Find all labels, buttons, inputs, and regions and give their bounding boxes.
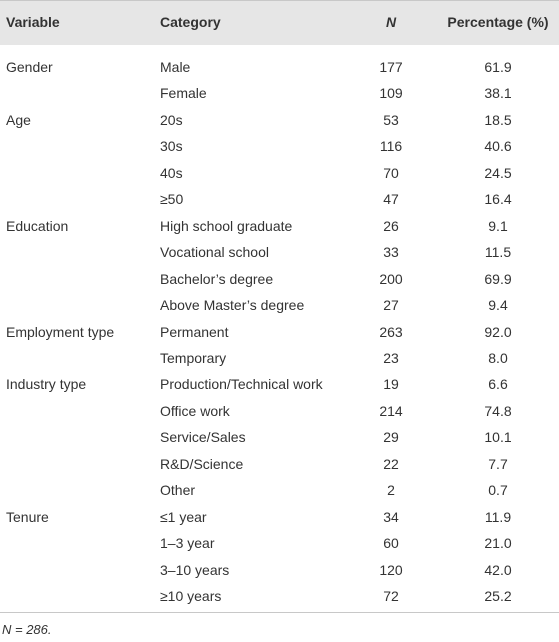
category-cell: R&D/Science — [160, 455, 244, 472]
n-cell: 23 — [383, 349, 399, 366]
n-cell: 200 — [379, 270, 403, 287]
percentage-cell: 24.5 — [484, 164, 512, 181]
category-cell: 3–10 years — [160, 561, 230, 578]
n-cell: 177 — [379, 59, 403, 75]
category-cell: Temporary — [160, 349, 227, 366]
category-cell: 20s — [160, 111, 183, 128]
category-cell: ≥50 — [160, 191, 184, 208]
category-cell: 40s — [160, 164, 183, 181]
n-cell: 19 — [383, 376, 399, 393]
n-cell: 120 — [379, 561, 403, 578]
percentage-cell: 18.5 — [484, 111, 512, 128]
n-cell: 53 — [383, 111, 399, 128]
variable-cell: Age — [6, 111, 31, 128]
variable-cell: Education — [6, 217, 69, 234]
percentage-cell: 21.0 — [484, 535, 512, 552]
percentage-cell: 0.7 — [488, 482, 508, 499]
percentage-cell: 7.7 — [488, 455, 508, 472]
percentage-cell: 38.1 — [484, 85, 512, 102]
category-cell: 30s — [160, 138, 183, 155]
category-cell: Other — [160, 482, 196, 499]
percentage-cell: 9.4 — [488, 297, 508, 314]
n-cell: 47 — [383, 191, 399, 208]
category-cell: Production/Technical work — [160, 376, 323, 393]
category-cell: Female — [160, 85, 207, 102]
percentage-cell: 10.1 — [484, 429, 512, 446]
category-cell: Service/Sales — [160, 429, 246, 446]
header-cell: Percentage (%) — [447, 14, 549, 30]
category-cell: Permanent — [160, 323, 229, 340]
percentage-cell: 92.0 — [484, 323, 512, 340]
header-cell: Variable — [6, 14, 60, 30]
footnote: N = 286. — [2, 622, 52, 637]
percentage-cell: 69.9 — [484, 270, 512, 287]
percentage-cell: 40.6 — [484, 138, 512, 155]
n-cell: 70 — [383, 164, 399, 181]
category-cell: Male — [160, 59, 191, 75]
n-cell: 26 — [383, 217, 399, 234]
category-cell: Vocational school — [160, 244, 269, 261]
n-cell: 33 — [383, 244, 399, 261]
n-cell: 116 — [379, 138, 403, 155]
variable-cell: Tenure — [6, 508, 49, 525]
n-cell: 2 — [387, 482, 395, 499]
header-cell: Category — [160, 14, 221, 30]
category-cell: High school graduate — [160, 217, 293, 234]
category-cell: Above Master’s degree — [160, 297, 305, 314]
category-cell: Bachelor’s degree — [160, 270, 274, 287]
n-cell: 29 — [383, 429, 399, 446]
percentage-cell: 16.4 — [484, 191, 512, 208]
header-background — [0, 0, 559, 45]
n-cell: 263 — [379, 323, 403, 340]
percentage-cell: 74.8 — [484, 402, 512, 419]
category-cell: Office work — [160, 402, 230, 419]
n-cell: 214 — [379, 402, 403, 419]
percentage-cell: 11.5 — [484, 244, 512, 261]
n-cell: 60 — [383, 535, 399, 552]
percentage-cell: 25.2 — [484, 588, 512, 604]
percentage-cell: 6.6 — [488, 376, 508, 393]
n-cell: 22 — [383, 455, 399, 472]
percentage-cell: 9.1 — [488, 217, 508, 234]
n-cell: 34 — [383, 508, 399, 525]
variable-cell: Industry type — [6, 376, 87, 393]
percentage-cell: 8.0 — [488, 349, 508, 366]
category-cell: ≤1 year — [160, 508, 207, 525]
percentage-cell: 42.0 — [484, 561, 512, 578]
n-cell: 109 — [379, 85, 403, 102]
variable-cell: Gender — [6, 59, 53, 75]
header-cell: N — [385, 14, 397, 30]
bottom-rule — [0, 612, 559, 613]
percentage-cell: 61.9 — [484, 59, 512, 75]
percentage-cell: 11.9 — [484, 508, 512, 525]
category-cell: 1–3 year — [160, 535, 215, 552]
n-cell: 72 — [383, 588, 399, 604]
category-cell: ≥10 years — [160, 588, 222, 604]
variable-cell: Employment type — [6, 323, 115, 340]
n-cell: 27 — [383, 297, 399, 314]
